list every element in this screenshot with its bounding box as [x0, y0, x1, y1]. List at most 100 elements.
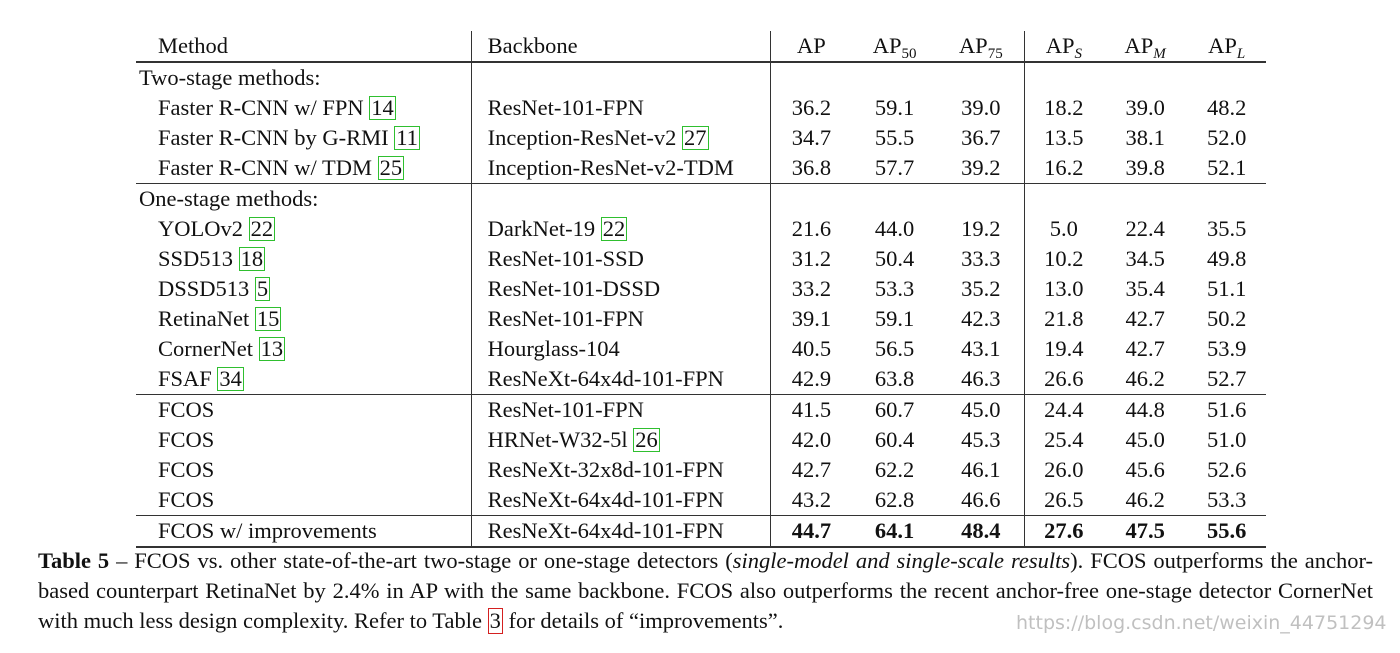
results-table-container: Method Backbone AP AP50 AP75 APS APM APL…: [136, 31, 1266, 548]
method-name: RetinaNet: [158, 306, 255, 331]
method-name: SSD513: [158, 246, 239, 271]
method-cell: Faster R-CNN by G-RMI 11: [136, 123, 471, 153]
caption-text-1: – FCOS vs. other state-of-the-art two-st…: [109, 548, 733, 573]
table-row: YOLOv2 22 DarkNet-19 22 21.6 44.0 19.2 5.0 22.…: [136, 214, 1266, 244]
table-reference-link[interactable]: 3: [487, 608, 503, 634]
ap50-value: 56.5: [874, 336, 915, 361]
table-header-row: Method Backbone AP AP50 AP75 APS APM APL: [136, 31, 1266, 62]
apm-value: 34.5: [1125, 246, 1165, 271]
citation-link[interactable]: 22: [248, 216, 276, 241]
citation-link[interactable]: 15: [254, 306, 282, 331]
apm-value: 47.5: [1102, 515, 1188, 548]
aps-value: 16.2: [1023, 153, 1103, 184]
citation-link[interactable]: 13: [258, 336, 286, 361]
apl-value: 55.6: [1187, 515, 1266, 548]
apm-value: 38.1: [1125, 125, 1165, 150]
ap-value: 42.7: [770, 455, 852, 485]
citation-link[interactable]: 25: [377, 155, 405, 180]
method-name: YOLOv2: [158, 216, 249, 241]
ap-value: 36.2: [770, 93, 852, 123]
apl-value: 52.0: [1206, 125, 1247, 150]
backbone-cell: ResNet-101-FPN: [470, 93, 771, 123]
apm-value: 39.8: [1125, 155, 1165, 180]
method-cell: RetinaNet 15: [136, 304, 471, 334]
table-row: DSSD513 5 ResNet-101-DSSD 33.2 53.3 35.2 13.0…: [136, 274, 1266, 304]
apm-value: 44.8: [1102, 394, 1188, 425]
ap-value: 39.1: [770, 304, 852, 334]
citation-link[interactable]: 5: [254, 276, 271, 301]
method-name: CornerNet: [158, 336, 259, 361]
backbone-cell: ResNet-101-FPN: [470, 394, 771, 425]
aps-value: 26.5: [1023, 485, 1103, 516]
caption-italic: single-model and single-scale results: [732, 548, 1071, 573]
caption-text-4: for details of “improvements”.: [502, 608, 784, 633]
backbone-name: ResNeXt-64x4d-101-FPN: [487, 518, 724, 543]
method-cell: CornerNet 13: [136, 334, 471, 364]
citation-link[interactable]: 11: [394, 125, 420, 150]
header-ap: AP: [770, 31, 852, 62]
ap50-value: 55.5: [874, 125, 915, 150]
ap50-value: 57.7: [874, 155, 915, 180]
citation-link[interactable]: 26: [633, 427, 660, 452]
table-row: CornerNet 13 Hourglass-104 40.5 56.5 43.1 19.…: [136, 334, 1266, 364]
backbone-name: HRNet-W32-5l: [487, 427, 634, 452]
ap-value: 34.7: [770, 123, 852, 153]
citation-link[interactable]: 22: [600, 216, 628, 241]
apm-value: 46.2: [1125, 487, 1165, 512]
ap75-value: 45.0: [937, 394, 1025, 425]
ap-value: 43.2: [770, 485, 852, 516]
apl-value: 52.7: [1206, 366, 1247, 391]
ap-value: 36.8: [770, 153, 852, 184]
citation-link[interactable]: 27: [682, 125, 709, 150]
caption-math: 2.4%: [332, 578, 380, 603]
header-ap75: AP75: [958, 33, 1003, 62]
backbone-cell: Hourglass-104: [470, 334, 771, 364]
table-row: Faster R-CNN w/ TDM 25 Inception-ResNet-v…: [136, 153, 1266, 184]
header-aps: APS: [1023, 31, 1103, 62]
citation-link[interactable]: 14: [369, 95, 396, 120]
apm-value: 45.0: [1125, 427, 1165, 452]
aps-value: 18.2: [1023, 93, 1103, 123]
table-row: Faster R-CNN by G-RMI 11 Inception-ResNet…: [136, 123, 1266, 153]
caption-text-3: in AP with the same backbone. FCOS also …: [38, 578, 1373, 633]
ap50-value: 63.8: [874, 366, 915, 391]
ap75-value: 39.0: [961, 95, 1001, 120]
section-row: Two-stage methods:: [136, 61, 1266, 93]
apl-value: 53.9: [1206, 336, 1247, 361]
ap-value: 42.0: [770, 425, 852, 455]
backbone-cell: Inception-ResNet-v2-TDM: [470, 153, 771, 184]
citation-link[interactable]: 18: [238, 246, 266, 271]
aps-value: 27.6: [1023, 515, 1103, 548]
backbone-name: ResNeXt-64x4d-101-FPN: [487, 487, 724, 512]
ap50-value: 62.2: [874, 457, 915, 482]
apl-value: 49.8: [1206, 246, 1247, 271]
method-name: FCOS: [158, 397, 215, 422]
ap50-value: 60.4: [874, 427, 915, 452]
table-row: FCOS HRNet-W32-5l 26 42.0 60.4 45.3 25.4 45.0 5…: [136, 425, 1266, 455]
ap-value: 42.9: [770, 364, 852, 395]
method-name: Faster R-CNN by G-RMI: [158, 125, 395, 150]
aps-value: 5.0: [1023, 214, 1103, 244]
ap-value: 40.5: [770, 334, 852, 364]
method-cell: DSSD513 5: [136, 274, 471, 304]
ap50-value: 59.1: [874, 306, 915, 331]
method-name: FCOS: [158, 427, 215, 452]
table-caption: Table 5 – FCOS vs. other state-of-the-ar…: [38, 546, 1373, 636]
aps-value: 21.8: [1023, 304, 1103, 334]
citation-link[interactable]: 34: [217, 366, 244, 391]
ap50-value: 59.1: [874, 95, 915, 120]
apl-value: 51.0: [1206, 427, 1247, 452]
backbone-name: ResNet-101-FPN: [487, 397, 644, 422]
method-cell: Faster R-CNN w/ TDM 25: [136, 153, 471, 184]
caption-label: Table 5: [38, 548, 110, 573]
method-name: Faster R-CNN w/ FPN: [158, 95, 370, 120]
backbone-name: ResNet-101-FPN: [487, 306, 644, 331]
method-cell: Faster R-CNN w/ FPN 14: [136, 93, 471, 123]
ap75-value: 36.7: [961, 125, 1001, 150]
apm-value: 42.7: [1125, 336, 1165, 361]
backbone-name: DarkNet-19: [487, 216, 601, 241]
method-name: DSSD513: [158, 276, 255, 301]
ap75-value: 39.2: [961, 155, 1001, 180]
backbone-name: ResNet-101-FPN: [487, 95, 644, 120]
table-row: FCOS ResNet-101-FPN 41.5 60.7 45.0 24.4 44.8 51…: [136, 394, 1266, 425]
